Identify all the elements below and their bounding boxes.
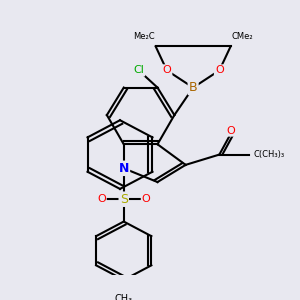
Text: O: O	[163, 65, 171, 75]
Text: O: O	[215, 65, 224, 75]
Text: O: O	[97, 194, 106, 204]
Text: Cl: Cl	[133, 65, 144, 75]
Text: O: O	[226, 125, 235, 136]
Text: CMe₂: CMe₂	[231, 32, 253, 40]
Text: N: N	[118, 162, 129, 175]
Text: O: O	[142, 194, 151, 204]
Text: B: B	[189, 81, 197, 94]
Text: Me₂C: Me₂C	[134, 32, 155, 40]
Text: C(CH₃)₃: C(CH₃)₃	[253, 150, 284, 159]
Text: S: S	[120, 193, 128, 206]
Text: CH₃: CH₃	[115, 294, 133, 300]
